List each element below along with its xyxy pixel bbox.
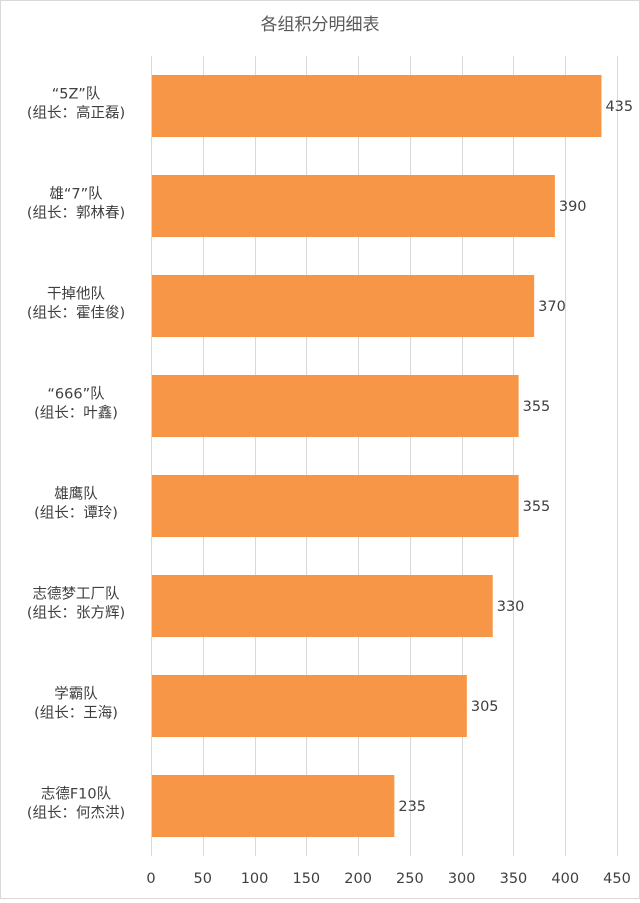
bar bbox=[152, 375, 519, 437]
bar bbox=[152, 475, 519, 537]
category-label: “5Z”队 bbox=[52, 86, 101, 103]
category-label: (组长：何杰洪) bbox=[27, 805, 125, 822]
x-tick-label: 50 bbox=[194, 871, 212, 887]
category-label: (组长：郭林春) bbox=[27, 205, 125, 222]
x-tick-label: 250 bbox=[396, 871, 424, 887]
bar bbox=[152, 675, 467, 737]
x-tick-label: 200 bbox=[344, 871, 372, 887]
x-tick-label: 150 bbox=[292, 871, 320, 887]
data-label: 330 bbox=[497, 599, 525, 615]
category-label: (组长：高正磊) bbox=[27, 105, 125, 122]
x-tick-label: 100 bbox=[241, 871, 269, 887]
data-label: 390 bbox=[559, 199, 587, 215]
category-label: 雄鹰队 bbox=[54, 486, 98, 503]
bars: 435 390 370 355 355 330 305 235 bbox=[152, 75, 633, 837]
bar bbox=[152, 175, 555, 237]
x-tick-label: 450 bbox=[603, 871, 631, 887]
category-label: 干掉他队 bbox=[47, 286, 105, 303]
bar bbox=[152, 75, 602, 137]
category-label: (组长：叶鑫) bbox=[34, 404, 118, 422]
category-label: (组长：谭玲) bbox=[34, 505, 118, 522]
category-labels: “5Z”队 (组长：高正磊) 雄“7”队 (组长：郭林春) 干掉他队 (组长：霍佳俊) “6… bbox=[27, 86, 125, 822]
data-label: 235 bbox=[398, 799, 426, 815]
data-label: 370 bbox=[538, 299, 566, 315]
data-label: 355 bbox=[523, 399, 551, 415]
category-label: 学霸队 bbox=[54, 686, 98, 703]
x-tick-label: 300 bbox=[448, 871, 476, 887]
x-tick-label: 400 bbox=[551, 871, 579, 887]
category-label: 志德梦工厂队 bbox=[33, 586, 120, 603]
category-label: (组长：王海) bbox=[34, 705, 118, 722]
x-axis-ticks: 0 50 100 150 200 250 300 350 400 450 bbox=[146, 871, 630, 887]
chart-title: 各组积分明细表 bbox=[261, 15, 380, 35]
category-label: “666”队 bbox=[47, 386, 105, 403]
category-label: 志德F10队 bbox=[41, 786, 112, 803]
data-label: 305 bbox=[471, 699, 499, 715]
data-label: 435 bbox=[605, 99, 633, 115]
x-tick-label: 350 bbox=[500, 871, 528, 887]
category-label: 雄“7”队 bbox=[49, 186, 103, 203]
bar bbox=[152, 575, 493, 637]
bar bbox=[152, 775, 395, 837]
category-label: (组长：霍佳俊) bbox=[27, 305, 125, 322]
bar bbox=[152, 275, 535, 337]
data-label: 355 bbox=[523, 499, 551, 515]
category-label: (组长：张方辉) bbox=[27, 605, 125, 622]
x-tick-label: 0 bbox=[146, 871, 155, 887]
